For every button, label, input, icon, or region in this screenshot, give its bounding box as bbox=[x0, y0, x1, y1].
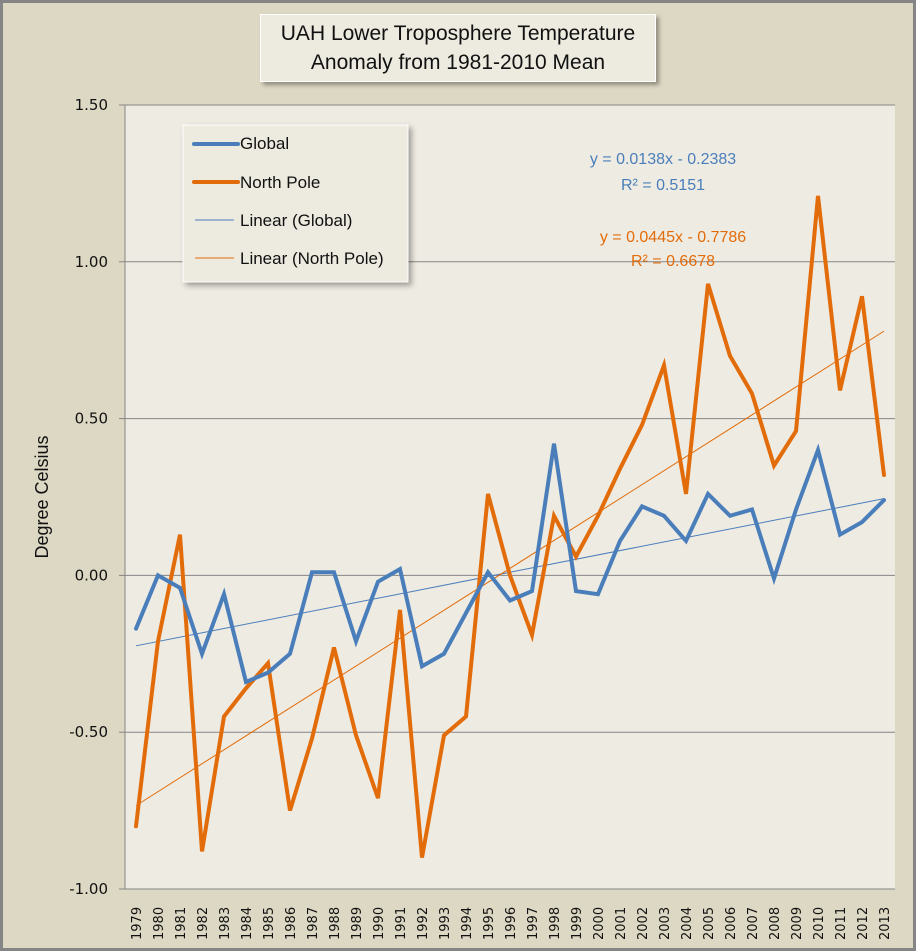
legend-northpole-label: North Pole bbox=[240, 173, 320, 192]
x-tick-label: 1991 bbox=[394, 907, 409, 940]
y-axis-label: Degree Celsius bbox=[32, 435, 52, 558]
x-tick-label: 1992 bbox=[416, 907, 431, 940]
x-tick-label: 2012 bbox=[856, 907, 871, 940]
x-tick-label: 1987 bbox=[306, 907, 321, 940]
legend-global-label: Global bbox=[240, 134, 289, 153]
x-tick-label: 1990 bbox=[372, 907, 387, 940]
legend-linear-global-label: Linear (Global) bbox=[240, 211, 352, 230]
title-line-2: Anomaly from 1981-2010 Mean bbox=[310, 51, 606, 74]
x-tick-label: 1999 bbox=[570, 907, 585, 940]
x-axis-ticks: 1979 1980 1981 1982 1983 1984 1985 1986 1987 1988… bbox=[130, 907, 893, 940]
x-tick-label: 1985 bbox=[262, 907, 277, 940]
x-tick-label: 2004 bbox=[680, 907, 695, 940]
series-lines bbox=[134, 195, 886, 858]
x-tick-label: 2005 bbox=[702, 907, 717, 940]
x-tick-label: 2013 bbox=[878, 907, 893, 940]
x-tick-label: 1993 bbox=[438, 907, 453, 940]
x-tick-label: 1996 bbox=[504, 907, 519, 940]
legend-linear-northpole-label: Linear (North Pole) bbox=[240, 249, 384, 268]
x-tick-label: 1981 bbox=[174, 907, 189, 940]
chart-title: UAH Lower Troposphere Temperature Anomal… bbox=[260, 14, 656, 82]
x-tick-label: 2009 bbox=[790, 907, 805, 940]
y-tick-label: 1.00 bbox=[75, 253, 108, 271]
x-tick-label: 1994 bbox=[460, 907, 475, 940]
x-tick-label: 1984 bbox=[240, 907, 255, 940]
x-tick-label: 1986 bbox=[284, 907, 299, 940]
x-tick-label: 1979 bbox=[130, 907, 145, 940]
x-tick-label: 1997 bbox=[526, 907, 541, 940]
y-tick-label: -1.00 bbox=[69, 880, 108, 898]
x-tick-label: 1980 bbox=[152, 907, 167, 940]
x-tick-label: 1989 bbox=[350, 907, 365, 940]
x-tick-label: 1998 bbox=[548, 907, 563, 940]
y-tick-label: 0.50 bbox=[75, 410, 108, 428]
y-tick-label: 1.50 bbox=[75, 96, 108, 114]
global-trend-r2: R² = 0.5151 bbox=[621, 177, 705, 194]
x-tick-label: 2006 bbox=[724, 907, 739, 940]
x-tick-label: 1995 bbox=[482, 907, 497, 940]
legend[interactable]: Global North Pole Linear (Global) Linear… bbox=[182, 124, 409, 283]
global-trend-equation: y = 0.0138x - 0.2383 bbox=[590, 151, 736, 168]
x-tick-label: 1983 bbox=[218, 907, 233, 940]
x-tick-label: 2008 bbox=[768, 907, 783, 940]
x-tick-label: 1988 bbox=[328, 907, 343, 940]
x-tick-label: 2000 bbox=[592, 907, 607, 940]
northpole-trend-r2: R² = 0.6678 bbox=[631, 253, 715, 270]
title-line-1: UAH Lower Troposphere Temperature bbox=[280, 22, 636, 45]
x-tick-label: 2001 bbox=[614, 907, 629, 940]
x-tick-label: 2007 bbox=[746, 907, 761, 940]
x-tick-label: 2003 bbox=[658, 907, 673, 940]
northpole-trend-equation: y = 0.0445x - 0.7786 bbox=[600, 229, 746, 246]
x-tick-label: 2011 bbox=[834, 907, 849, 940]
x-tick-label: 2002 bbox=[636, 907, 651, 940]
x-tick-label: 1982 bbox=[196, 907, 211, 940]
y-tick-label: -0.50 bbox=[69, 723, 108, 741]
x-tick-label: 2010 bbox=[812, 907, 827, 940]
legend-box bbox=[182, 124, 409, 283]
y-tick-label: 0.00 bbox=[75, 566, 108, 584]
y-axis-ticks: 1.50 1.00 0.50 0.00 -0.50 -1.00 bbox=[69, 96, 125, 898]
